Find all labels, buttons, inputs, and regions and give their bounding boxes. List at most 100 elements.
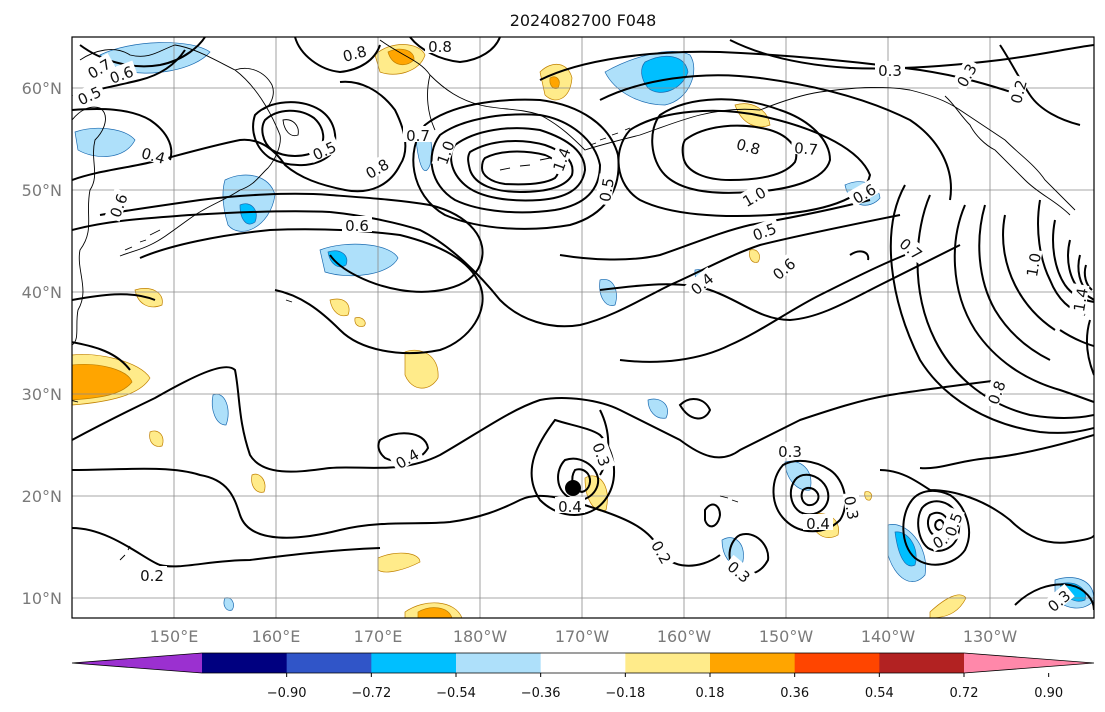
contour-label-background xyxy=(895,231,929,264)
contour-label-background xyxy=(431,135,457,169)
lon-label: 130°W xyxy=(963,627,1018,646)
colorbar-tick-label: −0.36 xyxy=(521,686,561,701)
lon-label: 140°W xyxy=(861,627,916,646)
colorbar-low-extend xyxy=(72,653,202,673)
contour-label-background xyxy=(590,437,616,471)
contour-label-background xyxy=(648,534,678,569)
contour-labels: 0.70.60.50.8 0.80.40.60.50.71.00.80.61.40… xyxy=(71,37,1092,616)
lat-label: 30°N xyxy=(22,385,62,404)
colorbar-tick-label: 0.54 xyxy=(865,686,894,701)
contour-label-background xyxy=(875,61,905,77)
colorbar-tick-label: −0.90 xyxy=(267,686,307,701)
contour-label: 1.4 xyxy=(1070,287,1092,314)
colorbar-tick-labels: −0.90 −0.72 −0.54 −0.36 −0.18 0.18 0.36 0.54 0.7… xyxy=(267,673,1063,701)
lat-label: 60°N xyxy=(22,79,62,98)
colorbar-tick-label: 0.72 xyxy=(950,686,979,701)
contour-label-background xyxy=(389,442,424,472)
colorbar-segment xyxy=(879,653,965,673)
contour-label: 0.3 xyxy=(840,495,862,522)
contour-label: 0.4 xyxy=(806,515,830,533)
colorbar xyxy=(71,652,1095,674)
contour-label-background xyxy=(104,60,138,86)
lat-label: 20°N xyxy=(22,487,62,506)
colorbar-segment xyxy=(202,653,288,673)
contour-label: 0.5 xyxy=(596,177,618,204)
colorbar-high-extend xyxy=(964,653,1094,673)
lat-label: 40°N xyxy=(22,283,62,302)
contour-label-background xyxy=(104,188,130,222)
colorbar-segment xyxy=(540,653,626,673)
contour-label-background xyxy=(982,375,1008,409)
contour-label-background xyxy=(1005,74,1029,108)
colorbar-segment xyxy=(371,653,457,673)
lon-label: 170°W xyxy=(555,627,610,646)
map-title: 2024082700 F048 xyxy=(510,11,657,30)
contour-label-background xyxy=(775,442,805,458)
contour-label-background xyxy=(425,37,455,53)
colorbar-segment xyxy=(794,653,880,673)
contour-label-background xyxy=(137,566,167,582)
contour-label-background xyxy=(547,142,573,176)
colorbar-tick-label: −0.18 xyxy=(605,686,645,701)
contour-label: 0.8 xyxy=(734,135,762,159)
contour-label-background xyxy=(766,251,800,284)
colorbar-segment xyxy=(625,653,711,673)
contour-label-background xyxy=(939,507,965,541)
lat-label: 10°N xyxy=(22,589,62,608)
contour-label: 0.4 xyxy=(139,144,167,168)
contour-label-background xyxy=(846,177,881,207)
colorbar-segment xyxy=(710,653,796,673)
lon-label: 180°W xyxy=(453,627,508,646)
lon-label: 160°W xyxy=(657,627,712,646)
colorbar-segment xyxy=(456,653,542,673)
contour-label-background xyxy=(1068,283,1090,316)
contour-label-background xyxy=(555,497,585,513)
graticule xyxy=(72,37,1094,618)
contour-label-background xyxy=(359,152,394,182)
coastlines xyxy=(72,39,1076,561)
lat-label: 50°N xyxy=(22,181,62,200)
contour-label-background xyxy=(803,514,833,530)
contour-label-background xyxy=(723,554,757,587)
shaded-anomalies xyxy=(74,42,1094,611)
lon-label: 160°E xyxy=(252,627,301,646)
contour-label: 0.4 xyxy=(558,498,582,516)
contour-label-background xyxy=(747,217,781,243)
contour-label: 0.8 xyxy=(341,42,369,66)
colorbar-outline xyxy=(71,652,1095,674)
contour-label: 0.7 xyxy=(793,139,818,159)
contour-label: 0.2 xyxy=(140,567,164,585)
contour-label-background xyxy=(342,216,372,232)
contour-label: 0.8 xyxy=(428,38,452,56)
contour-label-background xyxy=(684,266,718,299)
colorbar-tick-label: 0.18 xyxy=(696,686,725,701)
contour-label: 1.0 xyxy=(1023,252,1045,279)
map-frame xyxy=(71,36,1095,619)
contour-label-background xyxy=(790,137,822,157)
colorbar-tick-label: 0.36 xyxy=(780,686,809,701)
contour-label: 0.7 xyxy=(406,127,430,145)
contour-label-background xyxy=(81,52,116,82)
colorbar-tick-label: −0.54 xyxy=(436,686,476,701)
contour-label: 0.3 xyxy=(778,443,802,461)
contour-label-background xyxy=(950,57,980,92)
contour-label: 0.6 xyxy=(345,217,369,235)
colorbar-segment xyxy=(286,653,372,673)
contour-label-background xyxy=(71,80,106,108)
contour-label-background xyxy=(594,173,616,206)
colorbar-tick-label: 0.90 xyxy=(1034,686,1063,701)
longitude-labels: 150°E 160°E 170°E 180°W 170°W 160°W 150°… xyxy=(150,627,1018,646)
storm-center-marker xyxy=(565,480,581,496)
colorbar-tick-label: −0.72 xyxy=(351,686,391,701)
contour-label-background xyxy=(137,142,171,166)
lon-label: 150°E xyxy=(150,627,199,646)
contour-label-background xyxy=(736,180,771,210)
contour-label-background xyxy=(842,491,864,524)
lon-label: 150°W xyxy=(759,627,814,646)
latitude-labels: 60°N 50°N 40°N 30°N 20°N 10°N xyxy=(22,79,62,608)
contour-label-background xyxy=(403,126,433,142)
contour-label: 0.2 xyxy=(1007,78,1031,106)
contour-label-background xyxy=(1041,583,1075,616)
contour-label-background xyxy=(732,133,766,157)
